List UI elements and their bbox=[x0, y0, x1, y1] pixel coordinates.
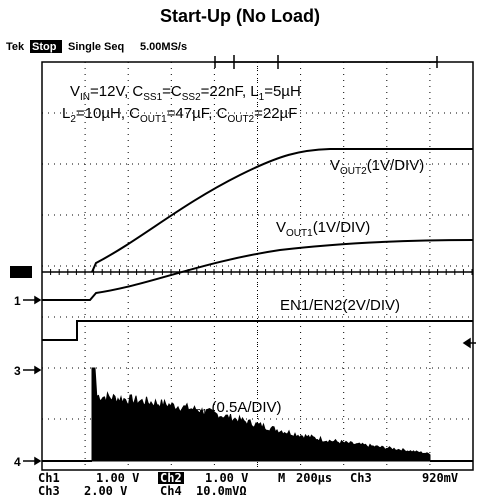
text-run: V bbox=[330, 157, 340, 174]
ch2-marker bbox=[10, 266, 32, 278]
timebase: 200µs bbox=[296, 471, 332, 485]
subscript: OUT1 bbox=[140, 114, 167, 125]
channel-markers: 1 3 4 bbox=[14, 294, 21, 469]
en-trace bbox=[42, 320, 473, 341]
ch-marker: 1 bbox=[14, 294, 21, 308]
subscript: OUT2 bbox=[340, 166, 367, 177]
subscript: OUT2 bbox=[227, 114, 254, 125]
text-run: (1V/DIV) bbox=[367, 157, 425, 174]
inductor-label: IINDUCTOR1 (0.5A/DIV) bbox=[145, 399, 282, 419]
ch-marker: 4 bbox=[14, 455, 21, 469]
text-run: V bbox=[70, 83, 80, 100]
text-run: =5µH bbox=[264, 83, 301, 100]
header: Tek Stop Single Seq 5.00MS/s bbox=[6, 40, 187, 53]
ch-marker: 3 bbox=[14, 364, 21, 378]
ch1-scale: 1.00 V bbox=[96, 471, 139, 485]
ch4-scale: 10.0mVΩ bbox=[196, 484, 247, 498]
conditions-line: L2=10µH, COUT1=47µF, COUT2=22µF bbox=[62, 105, 297, 125]
text-run: EN1/EN2(2V/DIV) bbox=[280, 297, 400, 314]
text-run: I bbox=[145, 399, 149, 416]
vout2-label: VOUT2(1V/DIV) bbox=[330, 157, 424, 177]
title: Start-Up (No Load) bbox=[160, 6, 320, 26]
text-run: =12V, C bbox=[90, 83, 143, 100]
brand: Tek bbox=[6, 41, 25, 53]
screen-border bbox=[41, 61, 474, 471]
ch4: Ch4 bbox=[160, 484, 182, 498]
vout1-label: VOUT1(1V/DIV) bbox=[276, 219, 370, 239]
ch3: Ch3 bbox=[38, 484, 60, 498]
inductor-trace bbox=[91, 367, 431, 462]
text-run: (1V/DIV) bbox=[313, 219, 371, 236]
mode: Single Seq bbox=[68, 41, 124, 53]
vout1-trace bbox=[42, 239, 474, 301]
marker-arrows bbox=[23, 295, 476, 466]
text-run: V bbox=[276, 219, 286, 236]
ch2: Ch2 bbox=[160, 471, 182, 485]
footer: Ch1 1.00 V Ch3 2.00 V Ch2 1.00 V Ch4 10.… bbox=[38, 471, 458, 498]
ch3-scale: 2.00 V bbox=[84, 484, 127, 498]
text-run: =22nF, L bbox=[201, 83, 259, 100]
trig-ch: Ch3 bbox=[350, 471, 372, 485]
rate: 5.00MS/s bbox=[140, 41, 187, 53]
subscript: INDUCTOR1 bbox=[149, 408, 208, 419]
trig-level: 920mV bbox=[422, 471, 458, 485]
text-run: (0.5A/DIV) bbox=[207, 399, 281, 416]
text-run: =C bbox=[162, 83, 182, 100]
vout2-trace bbox=[91, 148, 473, 273]
text-run: =22µF bbox=[254, 105, 297, 122]
subscript: SS1 bbox=[143, 92, 162, 103]
text-run: =47µF, C bbox=[167, 105, 228, 122]
text-run: L bbox=[62, 105, 70, 122]
state: Stop bbox=[32, 41, 57, 53]
subscript: 2 bbox=[70, 114, 76, 125]
ch2-box bbox=[158, 472, 184, 484]
subscript: OUT1 bbox=[286, 228, 313, 239]
ch2-scale: 1.00 V bbox=[205, 471, 248, 485]
state-box bbox=[30, 40, 62, 53]
m: M bbox=[278, 471, 285, 485]
subscript: SS2 bbox=[182, 92, 201, 103]
subscript: 1 bbox=[259, 92, 265, 103]
text-run: =10µH, C bbox=[76, 105, 140, 122]
subscript: IN bbox=[80, 92, 90, 103]
conditions-line: VIN=12V, CSS1=CSS2=22nF, L1=5µH bbox=[70, 83, 301, 103]
ch1: Ch1 bbox=[38, 471, 60, 485]
en-label: EN1/EN2(2V/DIV) bbox=[280, 297, 400, 314]
